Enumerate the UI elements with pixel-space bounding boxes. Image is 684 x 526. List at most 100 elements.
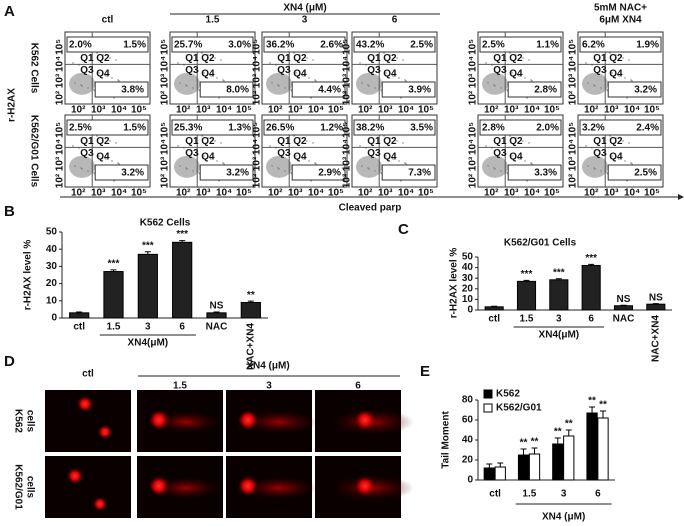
- quadrant-value: 3.2%: [582, 123, 605, 134]
- cell-dot: [624, 160, 626, 162]
- quadrant-name: Q4: [293, 152, 307, 163]
- nucleus: [98, 425, 112, 439]
- cell-dot: [269, 62, 271, 64]
- significance: ***: [108, 258, 120, 269]
- cell-cluster: [482, 155, 508, 178]
- bar: [563, 435, 575, 481]
- cell-dot: [493, 84, 495, 86]
- quadrant-value: 1.9%: [636, 40, 659, 51]
- y-tick-label: 20: [46, 278, 58, 289]
- panel-label: A: [4, 3, 15, 20]
- x-tick-label: NAC+XN4: [650, 315, 661, 362]
- cell-dot: [587, 165, 589, 167]
- cell-dot: [80, 167, 82, 169]
- cell-dot: [383, 52, 385, 54]
- cell-dot: [115, 142, 117, 144]
- cell-dot: [515, 137, 517, 139]
- cell-cluster: [266, 72, 292, 95]
- cell-dot: [500, 87, 502, 89]
- cell-dot: [277, 167, 279, 169]
- cell-dot: [618, 158, 620, 160]
- cell-dot: [118, 163, 120, 165]
- column-group: XN4 (μM): [283, 3, 326, 14]
- label-box: [607, 164, 662, 181]
- label-box: [381, 81, 436, 98]
- cell-dot: [198, 89, 200, 91]
- error-bar: [144, 251, 151, 255]
- quadrant-value: 3.9%: [408, 85, 431, 96]
- label-box: [607, 81, 662, 98]
- cell-dot: [531, 80, 533, 82]
- cell-dot: [192, 170, 194, 172]
- cell-dot: [594, 168, 596, 170]
- comet-image: [45, 456, 131, 518]
- row-label: K562: [12, 409, 23, 433]
- cell-dot: [622, 57, 624, 59]
- axis-tick: 10⁴: [160, 139, 171, 155]
- cell-dot: [306, 57, 308, 59]
- cell-dot: [359, 145, 361, 147]
- quadrant-name: Q2: [293, 53, 307, 64]
- cell-dot: [524, 77, 526, 79]
- axis-tick: 10⁵: [468, 39, 479, 55]
- axis-tick: 10³: [468, 73, 479, 88]
- quadrant-name: Q4: [293, 69, 307, 80]
- axis-tick: 10²: [584, 105, 599, 116]
- label-box: [479, 119, 562, 136]
- bar: [597, 417, 609, 481]
- cell-dot: [81, 85, 83, 87]
- quadrant-name: Q1: [80, 53, 94, 64]
- cell-dot: [598, 67, 600, 69]
- axis-tick: 10²: [71, 188, 86, 199]
- bar: [494, 466, 506, 481]
- cell-dot: [109, 57, 111, 59]
- x-tick-label: 6: [595, 489, 601, 500]
- axis-tick: 10⁴: [216, 188, 232, 199]
- y-tick-label: 30: [462, 273, 474, 284]
- bar: [517, 454, 530, 481]
- axis-tick: 10²: [252, 90, 263, 105]
- cell-cluster: [482, 72, 508, 95]
- cell-dot: [210, 158, 212, 160]
- legend-label: K562: [496, 389, 520, 400]
- cell-dot: [609, 135, 611, 137]
- cell-dot: [278, 85, 280, 87]
- axis-tick: 10²: [252, 173, 263, 188]
- y-tick-label: 80: [462, 395, 474, 406]
- cell-dot: [186, 85, 188, 87]
- significance: NS: [210, 301, 224, 312]
- significance: ***: [585, 253, 597, 264]
- axis-tick: 10⁴: [624, 188, 640, 199]
- error-bar: [554, 437, 561, 444]
- cell-cluster: [174, 155, 200, 178]
- cell-dot: [72, 145, 74, 147]
- x-tick-label: 3: [561, 489, 567, 500]
- cell-dot: [220, 142, 222, 144]
- cell-dot: [624, 77, 626, 79]
- label-box: [263, 119, 346, 136]
- legend-swatch: [483, 389, 493, 399]
- cell-dot: [606, 89, 608, 91]
- quadrant-name: Q4: [96, 69, 110, 80]
- quadrant-value: 3.3%: [534, 168, 557, 179]
- quadrant-name: Q2: [383, 136, 397, 147]
- quadrant-name: Q3: [185, 148, 199, 159]
- cell-dot: [96, 52, 98, 54]
- cell-dot: [214, 57, 216, 59]
- error-bar: [589, 406, 596, 413]
- axis-tick: 10³: [160, 156, 171, 171]
- axis-tick: 10⁵: [236, 105, 252, 116]
- y-tick-label: 10: [46, 295, 58, 306]
- axis-tick: 10⁴: [160, 56, 171, 72]
- cell-dot: [105, 75, 107, 77]
- cell-dot: [220, 59, 222, 61]
- column-header: ctl: [102, 15, 114, 26]
- axis-tick: 10⁴: [342, 139, 353, 155]
- quadrant-name: Q2: [509, 53, 523, 64]
- quadrant-name: Q1: [185, 53, 199, 64]
- bar: [581, 264, 601, 311]
- cell-dot: [118, 80, 120, 82]
- label-box: [171, 119, 254, 136]
- cell-dot: [93, 172, 95, 174]
